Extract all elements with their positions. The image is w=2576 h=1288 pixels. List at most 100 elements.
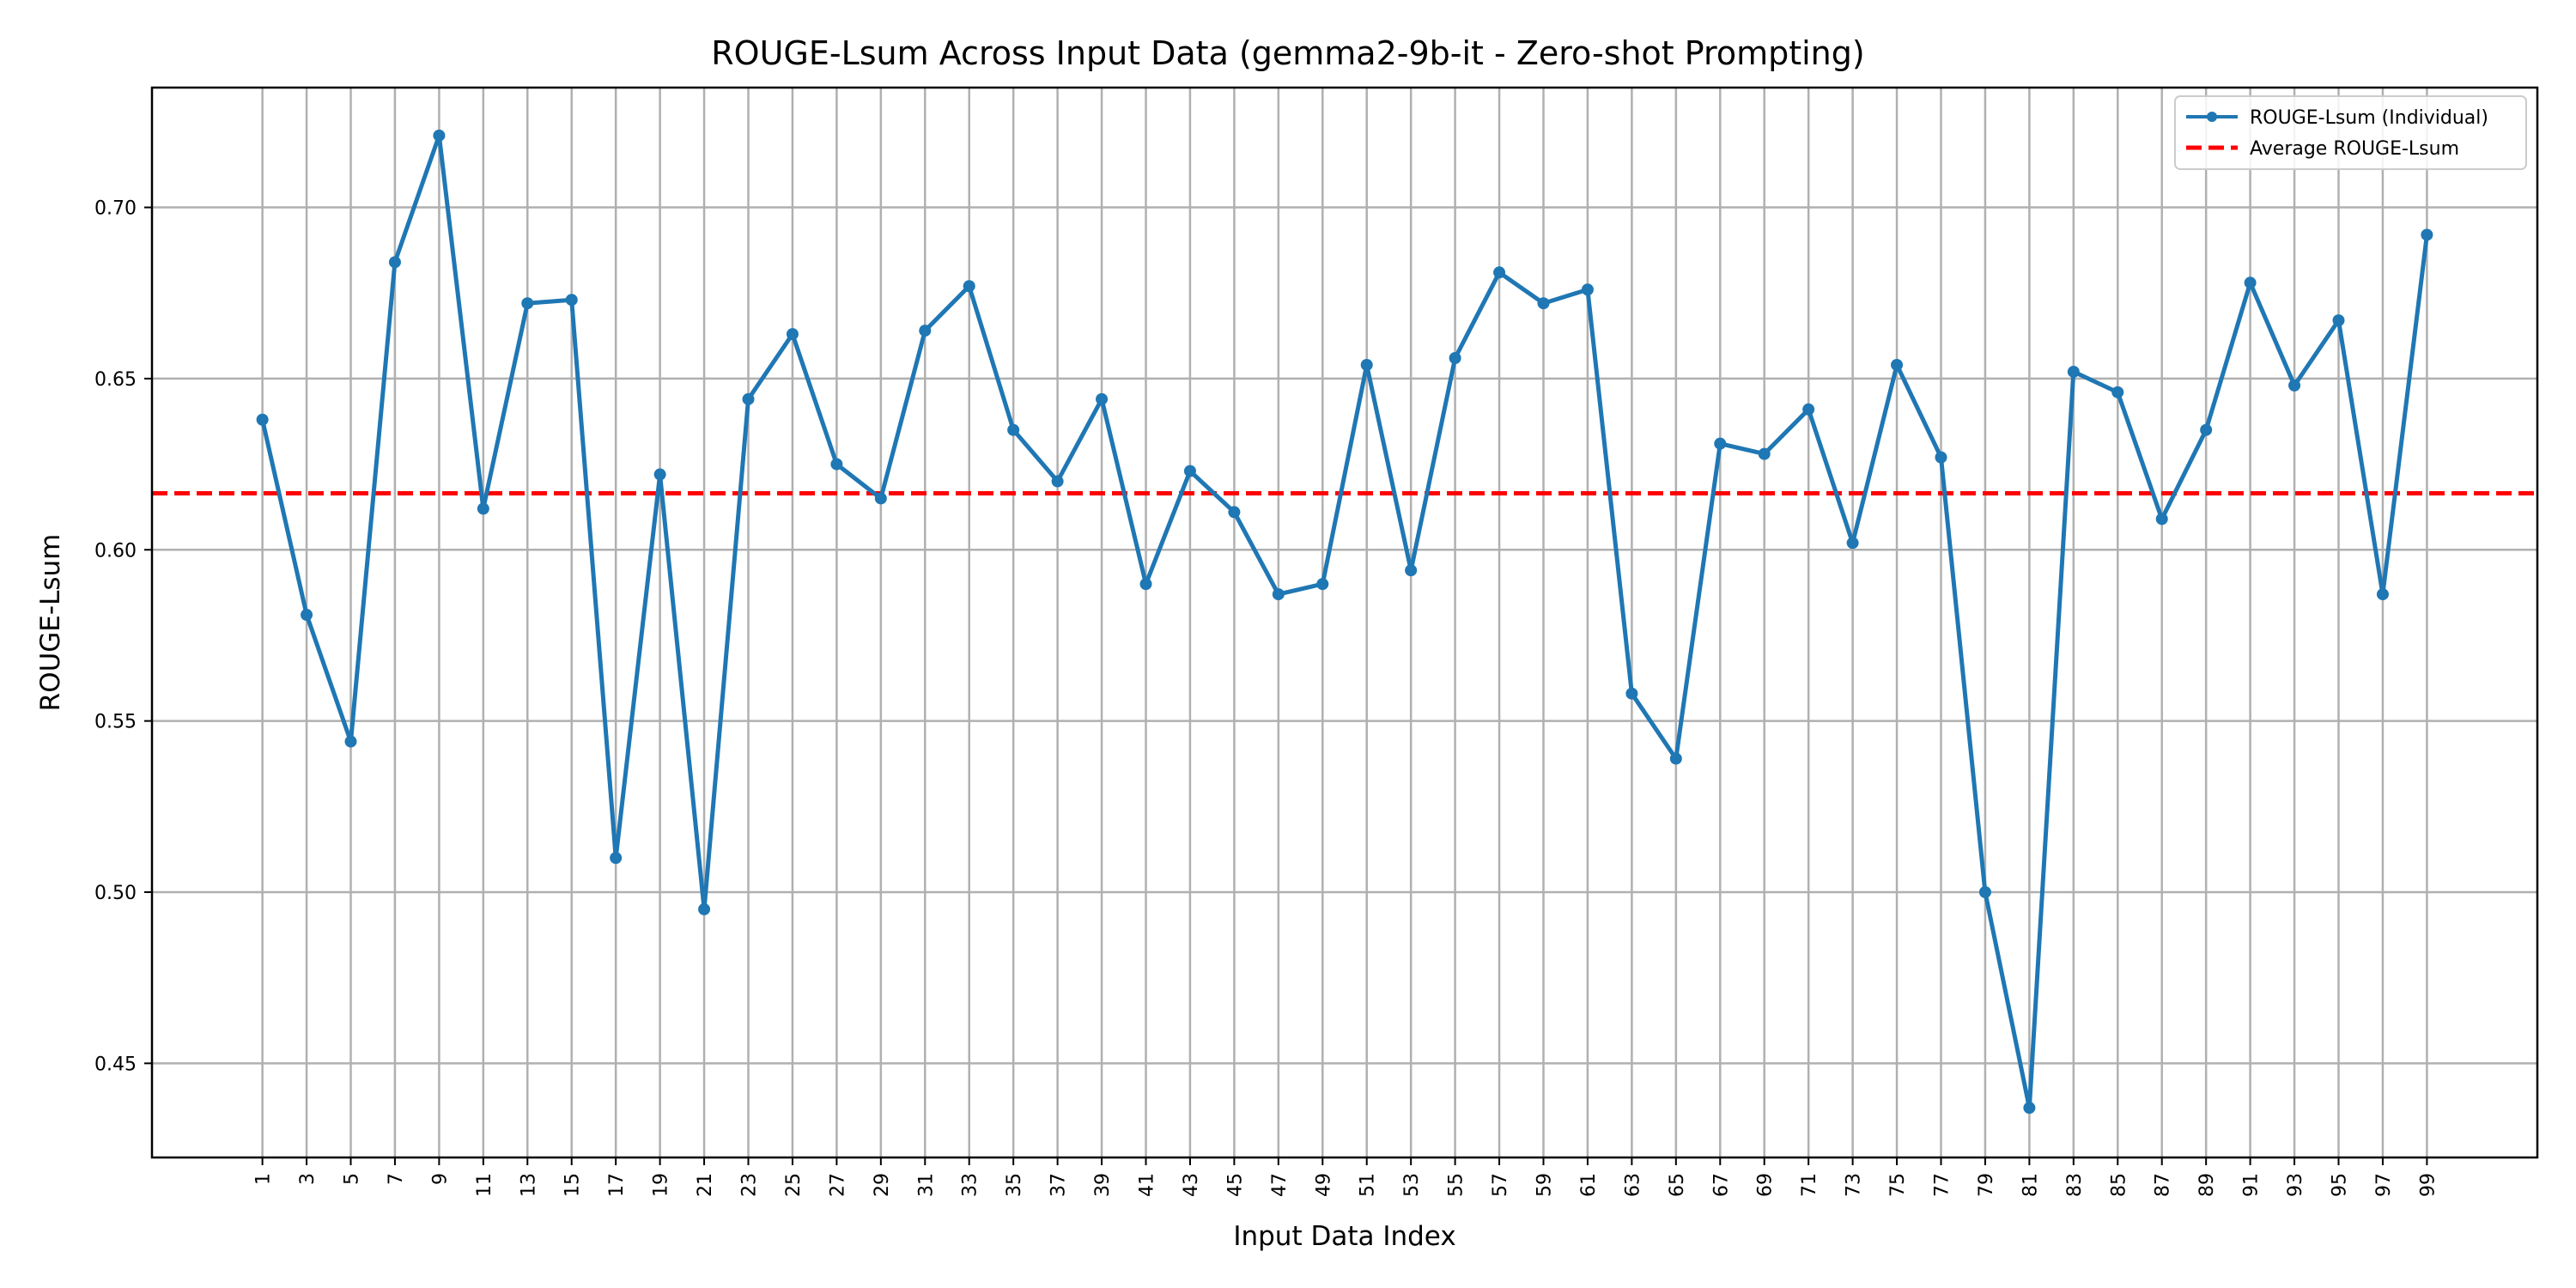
data-point [2332,314,2345,327]
data-point [477,502,489,515]
data-point [1272,588,1285,601]
x-tick-label: 53 [1401,1173,1423,1197]
data-point [2244,276,2257,289]
data-point [2023,1102,2036,1115]
x-tick-label: 79 [1976,1173,1997,1197]
data-point [256,413,269,426]
data-point [2200,423,2213,436]
x-tick-label: 43 [1181,1173,1202,1197]
data-point [1891,358,1904,371]
data-point [433,129,446,142]
x-tick-label: 45 [1224,1173,1246,1197]
legend-label-individual: ROUGE-Lsum (Individual) [2250,107,2488,129]
x-tick-label: 91 [2241,1173,2263,1197]
x-tick-label: 35 [1004,1173,1025,1197]
data-point [830,458,843,471]
data-point [1228,506,1241,519]
y-tick-label: 0.60 [94,540,137,562]
x-tick-label: 61 [1578,1173,1600,1197]
data-point [653,468,666,481]
x-tick-label: 5 [342,1173,363,1185]
x-tick-label: 73 [1844,1173,1865,1197]
x-tick-label: 37 [1048,1173,1070,1197]
data-point [2288,379,2301,392]
series-group [256,129,2433,1115]
x-tick-label: 9 [429,1173,451,1185]
x-tick-label: 23 [739,1173,761,1197]
plot-frame [150,86,2539,1159]
data-point [1625,687,1638,700]
y-tick-label: 0.70 [94,198,137,220]
y-tick-label: 0.65 [94,369,137,391]
x-tick-label: 99 [2417,1173,2439,1197]
data-point [698,902,711,915]
x-tick-label: 77 [1932,1173,1953,1197]
data-point [1758,447,1771,460]
x-tick-label: 7 [386,1173,407,1185]
data-point [1183,465,1196,477]
x-tick-label: 27 [827,1173,848,1197]
x-tick-label: 11 [474,1173,495,1197]
data-point [742,392,755,405]
x-tick-label: 47 [1269,1173,1291,1197]
legend-marker-individual [2207,112,2217,122]
data-point [565,294,578,307]
y-tick-label: 0.45 [94,1054,137,1075]
data-point [1096,392,1109,405]
x-tick-label: 1 [253,1173,275,1185]
x-tick-label: 31 [915,1173,937,1197]
grid-lines [152,88,2537,1157]
data-point [1714,437,1727,450]
data-point [2067,365,2080,378]
data-point [1051,475,1064,488]
x-tick-label: 59 [1534,1173,1556,1197]
x-tick-label: 33 [960,1173,981,1197]
x-tick-label: 83 [2064,1173,2086,1197]
x-tick-label: 87 [2153,1173,2174,1197]
legend: ROUGE-Lsum (Individual) Average ROUGE-Ls… [2174,95,2527,170]
x-tick-label: 13 [518,1173,539,1197]
x-tick-label: 57 [1490,1173,1511,1197]
x-tick-label: 95 [2330,1173,2351,1197]
x-tick-label: 75 [1887,1173,1909,1197]
data-point [1139,578,1152,591]
data-point [2111,386,2124,398]
data-point [388,256,401,269]
data-point [963,280,975,293]
y-tick-label: 0.55 [94,712,137,733]
x-tick-label: 65 [1667,1173,1688,1197]
x-tick-label: 51 [1358,1173,1379,1197]
x-tick-label: 25 [783,1173,805,1197]
x-tick-label: 67 [1710,1173,1732,1197]
x-tick-label: 17 [606,1173,628,1197]
x-tick-label: 97 [2373,1173,2395,1197]
data-point [344,735,357,748]
data-point [1405,564,1418,577]
data-point [874,492,887,505]
x-tick-label: 89 [2196,1173,2218,1197]
x-axis-label: Input Data Index [1233,1221,1455,1252]
data-point [1669,752,1682,765]
data-point [1978,885,1991,898]
data-point [1846,537,1859,550]
x-tick-label: 41 [1137,1173,1158,1197]
x-axis-ticks: 1 3 5 7 9 11 13 15 17 19 21 23 25 27 29 31 33 35 37 39 41 43 4… [253,1157,2439,1197]
x-tick-label: 19 [651,1173,672,1197]
x-tick-label: 39 [1092,1173,1114,1197]
x-tick-label: 3 [297,1173,319,1185]
x-tick-label: 71 [1799,1173,1820,1197]
series-line-individual [260,133,2429,1110]
data-point [1493,266,1506,279]
data-point [610,852,623,865]
data-point [2376,588,2389,601]
data-point [1802,403,1815,416]
data-point [1360,358,1373,371]
data-point [2421,228,2433,241]
x-tick-label: 85 [2108,1173,2129,1197]
y-axis-label: ROUGE-Lsum [35,534,66,712]
data-point [521,297,534,310]
data-point [2155,513,2168,526]
x-tick-label: 29 [872,1173,893,1197]
x-tick-label: 15 [562,1173,584,1197]
data-point [786,328,799,341]
